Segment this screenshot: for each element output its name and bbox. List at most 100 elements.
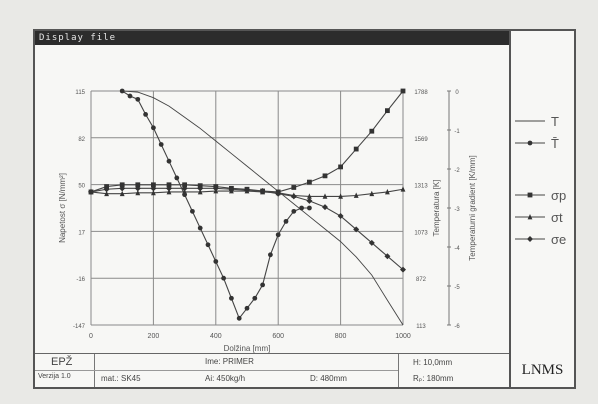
- data-point: [182, 182, 187, 188]
- program-name: EPŽ: [51, 356, 73, 368]
- data-point: [244, 187, 250, 194]
- data-point: [181, 185, 188, 192]
- y-left-tick-label: -147: [73, 324, 86, 330]
- parameters-cell: Ime: PRIMER mat.: SK45 Ai: 450kg/h D: 48…: [95, 354, 399, 387]
- data-point: [385, 108, 390, 114]
- data-point: [119, 182, 125, 188]
- power: Ai: 450kg/h: [205, 374, 246, 383]
- y-right1-tick-label: 1073: [414, 230, 428, 236]
- r-value: Rₚ: 180mm: [413, 374, 454, 383]
- y-right1-tick-label: 1313: [414, 184, 428, 190]
- x-tick-label: 400: [210, 333, 222, 340]
- data-point: [236, 315, 242, 321]
- data-point: [322, 204, 328, 211]
- data-point: [400, 186, 406, 192]
- data-point: [174, 175, 180, 181]
- data-point: [338, 193, 343, 199]
- data-point: [134, 185, 141, 192]
- y-right2-tick-label: -6: [454, 324, 460, 330]
- data-point: [322, 193, 328, 199]
- data-point: [369, 128, 375, 134]
- y-right2-tick-label: -2: [454, 168, 460, 174]
- data-point: [252, 295, 258, 301]
- data-point: [197, 185, 204, 192]
- y-right1-tick-label: 1569: [414, 137, 428, 143]
- data-point: [338, 164, 343, 170]
- data-point: [127, 93, 133, 99]
- data-point: [166, 182, 172, 188]
- data-point: [353, 226, 360, 233]
- data-point: [221, 275, 227, 281]
- data-point: [104, 190, 109, 197]
- x-tick-label: 800: [335, 333, 347, 340]
- data-point: [166, 158, 172, 164]
- x-tick-label: 0: [89, 333, 93, 340]
- y-left-tick-label: -16: [76, 277, 85, 283]
- data-point: [135, 96, 141, 102]
- data-point: [88, 188, 94, 195]
- y-right2-tick-label: -5: [454, 285, 460, 291]
- y-right1-tick-label: 872: [416, 277, 427, 283]
- info-panel: EPŽ Verzija 1.0 Ime: PRIMER mat.: SK45 A…: [35, 354, 509, 387]
- legend-label: T̄: [551, 136, 559, 151]
- data-point: [400, 266, 406, 273]
- data-point: [119, 190, 125, 197]
- brand-logo: LNMS: [521, 362, 564, 378]
- divider: [35, 353, 509, 354]
- data-point: [212, 185, 219, 192]
- legend-marker: [527, 214, 533, 220]
- y-left-axis-label: Napetost σ [N/mm²]: [58, 173, 67, 243]
- data-point: [197, 188, 203, 195]
- data-point: [299, 205, 304, 211]
- legend-label: σe: [551, 232, 566, 247]
- data-point: [283, 218, 289, 224]
- data-point: [369, 190, 375, 197]
- data-point: [306, 197, 313, 204]
- data-point: [353, 192, 359, 198]
- data-point: [135, 182, 141, 188]
- data-point: [260, 282, 265, 288]
- data-point: [151, 125, 156, 131]
- data-point: [151, 189, 156, 196]
- legend-marker: [527, 236, 533, 242]
- data-point: [151, 182, 156, 188]
- legend-marker: [527, 140, 533, 146]
- data-point: [205, 242, 211, 248]
- data-point: [229, 295, 234, 301]
- data-point: [368, 239, 375, 246]
- data-point: [166, 185, 172, 192]
- data-point: [275, 232, 281, 238]
- data-point: [103, 186, 110, 193]
- data-point: [384, 253, 391, 260]
- data-point: [213, 259, 219, 264]
- legend-label: T: [551, 114, 559, 129]
- y-right1-axis-label: Temperatura [K]: [432, 180, 441, 237]
- data-point: [135, 189, 141, 196]
- data-point: [158, 142, 164, 147]
- data-point: [150, 185, 157, 192]
- y-right2-tick-label: -3: [454, 207, 460, 213]
- x-tick-label: 600: [272, 333, 284, 340]
- data-point: [190, 208, 195, 214]
- program-version: Verzija 1.0: [38, 373, 71, 380]
- data-point: [182, 188, 187, 195]
- x-axis-label: Dolžina [mm]: [224, 344, 271, 353]
- h-value: H: 10,0mm: [413, 358, 453, 367]
- data-point: [337, 213, 344, 220]
- y-left-tick-label: 115: [75, 90, 85, 96]
- series-line-3: [90, 90, 404, 193]
- display-window: Display file 0 200 400 600 800 1000 115 82 50 17 -…: [33, 29, 576, 389]
- data-point: [291, 185, 297, 190]
- data-point: [119, 185, 126, 192]
- divider: [509, 31, 511, 387]
- data-point: [322, 173, 328, 179]
- data-point: [307, 179, 312, 185]
- material: mat.: SK45: [101, 374, 141, 383]
- data-point: [268, 252, 273, 258]
- chart: 0 200 400 600 800 1000 115 82 50 17 -16 -147 1788 156…: [58, 88, 477, 353]
- chart-legend: T T̄ σp σt σe: [515, 114, 566, 247]
- y-right1-tick-label: 113: [416, 324, 426, 330]
- y-right2-tick-label: -1: [454, 129, 460, 135]
- data-point: [259, 188, 266, 195]
- data-point: [228, 186, 235, 193]
